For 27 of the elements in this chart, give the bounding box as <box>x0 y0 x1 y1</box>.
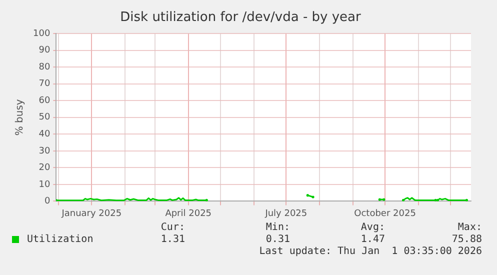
chart-title: Disk utilization for /dev/vda - by year <box>120 10 362 26</box>
x-tick-label: January 2025 <box>60 208 122 219</box>
text: Cur: <box>160 222 185 233</box>
x-tick-label: July 2025 <box>264 208 308 219</box>
legend-label: Utilization <box>27 234 94 245</box>
text: 1.47 <box>360 234 385 245</box>
y-tick-label: 0 <box>44 196 50 207</box>
text: Last update: Thu Jan 1 03:35:00 2026 <box>259 246 482 257</box>
y-tick-label: 80 <box>38 62 50 72</box>
x-tick-label: October 2025 <box>354 208 416 219</box>
text: 75.88 <box>452 234 482 245</box>
text: 1.31 <box>160 234 185 245</box>
y-tick-label: 70 <box>38 79 50 90</box>
y-tick-label: 20 <box>38 163 50 174</box>
y-tick-label: 30 <box>38 146 50 156</box>
text: Min: <box>266 222 290 233</box>
text: Avg: <box>360 222 385 233</box>
text: Max: <box>458 222 482 233</box>
y-tick-label: 90 <box>38 46 50 56</box>
y-tick-label: 10 <box>38 180 50 190</box>
y-axis-title: % busy <box>14 99 26 136</box>
y-tick-label: 40 <box>38 130 50 140</box>
y-tick-label: 50 <box>38 112 50 123</box>
x-tick-label: April 2025 <box>165 208 212 219</box>
y-tick-label: 60 <box>38 96 50 106</box>
text: 0.31 <box>266 234 290 245</box>
y-tick-label: 100 <box>32 28 50 39</box>
